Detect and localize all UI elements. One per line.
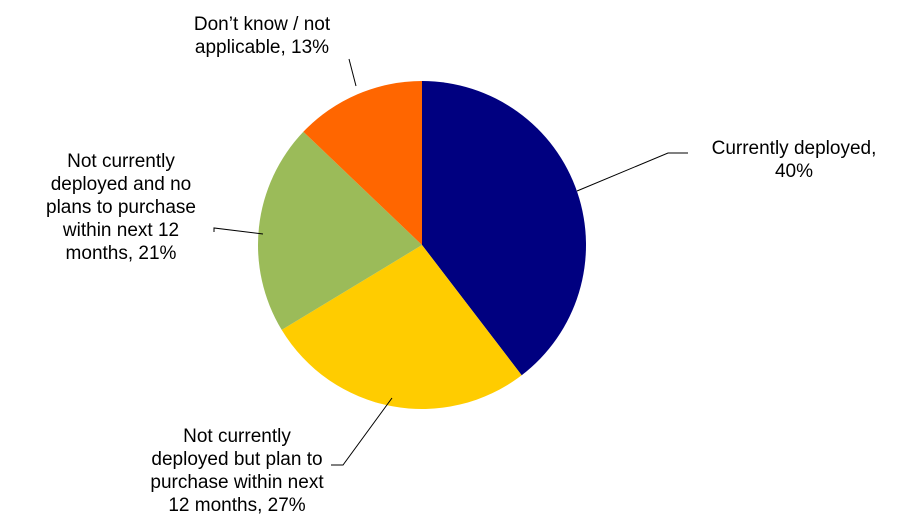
data-label-line: Currently deployed, [712, 138, 877, 159]
data-label-line: Not currently [183, 426, 291, 447]
pie-slice-2 [281, 245, 522, 410]
data-label-line: within next 12 [62, 220, 179, 241]
leader-line-1 [576, 152, 688, 192]
data-label-line: deployed and no [51, 174, 192, 195]
data-label-line: months, 21% [66, 243, 177, 264]
data-labels: Currently deployed, 40%Not currently deplo… [46, 14, 876, 516]
data-label-line: deployed but plan to [151, 449, 322, 470]
leader-line-3 [213, 227, 264, 235]
data-label-line: applicable, 13% [195, 37, 329, 58]
data-label-4: Don’t know / not applicable, 13% [194, 14, 331, 58]
data-label-line: 40% [775, 161, 813, 182]
pie-slices [257, 81, 587, 410]
pie-slice-3 [257, 131, 422, 330]
leader-line-2 [331, 397, 393, 466]
leader-lines [213, 58, 688, 466]
pie-slice-4 [303, 81, 422, 245]
data-label-line: Not currently [67, 151, 175, 172]
data-label-1: Currently deployed, 40% [712, 138, 877, 182]
data-label-2: Not currently deployed but plan to purchas… [150, 426, 324, 516]
data-label-line: 12 months, 27% [168, 495, 305, 516]
data-label-line: purchase within next [150, 472, 324, 493]
leader-line-4 [348, 58, 357, 87]
data-label-line: Don’t know / not [194, 14, 331, 35]
data-label-line: plans to purchase [46, 197, 196, 218]
pie-slice-1 [422, 81, 587, 376]
data-label-3: Not currently deployed and no plans to pur… [46, 151, 196, 264]
